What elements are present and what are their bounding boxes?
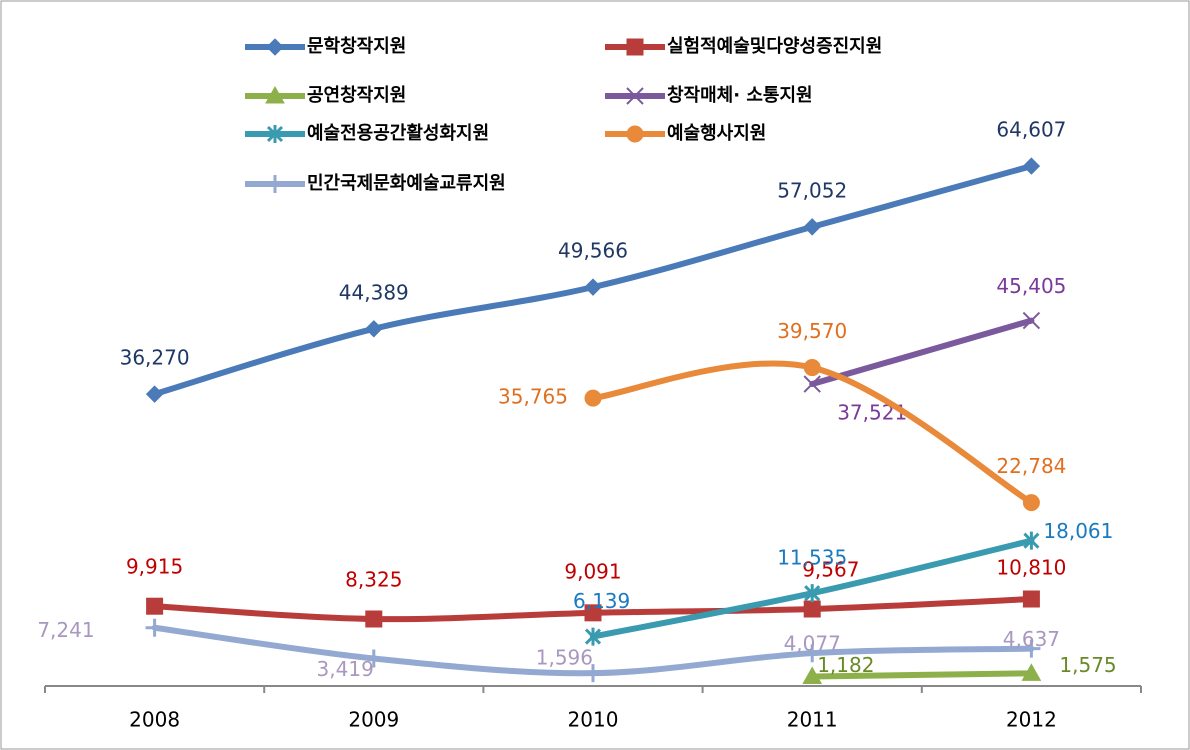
marker: [804, 584, 821, 603]
data-label: 11,535: [777, 546, 847, 570]
marker: [626, 125, 644, 143]
legend-label: 문학창작지원: [307, 35, 406, 57]
legend-label: 예술행사지원: [667, 123, 766, 144]
marker: [365, 320, 383, 338]
legend-label: 예술전용공간활성화지원: [307, 123, 489, 144]
marker: [365, 610, 383, 628]
data-label: 36,270: [120, 346, 190, 370]
marker: [1021, 663, 1042, 681]
x-tick-label: 2009: [348, 708, 399, 732]
x-tick-label: 2012: [1006, 708, 1057, 732]
data-label: 64,607: [996, 118, 1066, 142]
data-label: 1,596: [536, 646, 593, 670]
marker: [145, 385, 164, 403]
series: [802, 663, 1042, 684]
data-label: 9,915: [126, 555, 183, 579]
data-label: 1,575: [1059, 653, 1116, 677]
data-label: 45,405: [996, 274, 1066, 298]
data-label: 9,567: [802, 558, 859, 582]
series: [584, 531, 1040, 646]
marker: [1022, 311, 1041, 330]
marker: [145, 618, 164, 637]
marker: [1022, 157, 1041, 175]
marker: [265, 85, 285, 104]
marker: [802, 666, 823, 684]
line: [809, 317, 1035, 388]
data-label: 57,052: [777, 178, 847, 202]
marker: [364, 649, 383, 668]
data-label: 8,325: [345, 568, 402, 592]
data-label: 44,389: [339, 280, 409, 304]
legend-label: 공연창작지원: [307, 85, 406, 106]
data-label: 4,077: [784, 632, 841, 656]
data-label: 49,566: [558, 239, 628, 263]
data-label: 35,765: [498, 385, 568, 409]
legend-label: 창작매체· 소통지원: [667, 85, 813, 106]
x-tick-label: 2011: [787, 708, 838, 732]
marker: [584, 664, 602, 683]
data-label: 10,810: [996, 556, 1066, 580]
marker: [1022, 590, 1040, 608]
series: [145, 157, 1041, 403]
data-label: 4,637: [1003, 627, 1060, 651]
marker: [1022, 494, 1040, 512]
marker: [626, 87, 644, 105]
data-label: 9,091: [564, 559, 621, 583]
x-tick-label: 2008: [129, 708, 180, 732]
marker: [1022, 639, 1041, 658]
series: [146, 590, 1040, 628]
legend-label: 실험적예술및다양성증진지원: [667, 35, 882, 57]
marker: [1023, 531, 1040, 550]
legend-label: 민간국제문화예술교류지원: [307, 173, 506, 194]
marker: [266, 175, 284, 193]
data-label: 22,784: [996, 454, 1066, 478]
marker: [803, 600, 821, 618]
marker: [626, 38, 644, 56]
marker: [146, 597, 164, 615]
data-label: 18,061: [1043, 519, 1113, 543]
x-tick-label: 2010: [568, 708, 619, 732]
line: [809, 670, 1035, 680]
data-label: 3,419: [317, 657, 374, 681]
marker: [803, 218, 821, 236]
marker: [584, 604, 602, 622]
data-label: 1,182: [817, 653, 874, 677]
series: [584, 359, 1040, 512]
marker: [803, 644, 822, 663]
marker: [584, 627, 602, 646]
series: [803, 311, 1041, 393]
marker: [803, 375, 821, 393]
marker: [584, 278, 602, 296]
marker: [266, 125, 284, 143]
data-label: 6,139: [573, 589, 630, 613]
marker: [266, 38, 284, 56]
data-label: 7,241: [37, 618, 94, 642]
marker: [584, 389, 602, 407]
marker: [803, 359, 821, 377]
data-label: 39,570: [777, 319, 847, 343]
series: [145, 618, 1041, 683]
